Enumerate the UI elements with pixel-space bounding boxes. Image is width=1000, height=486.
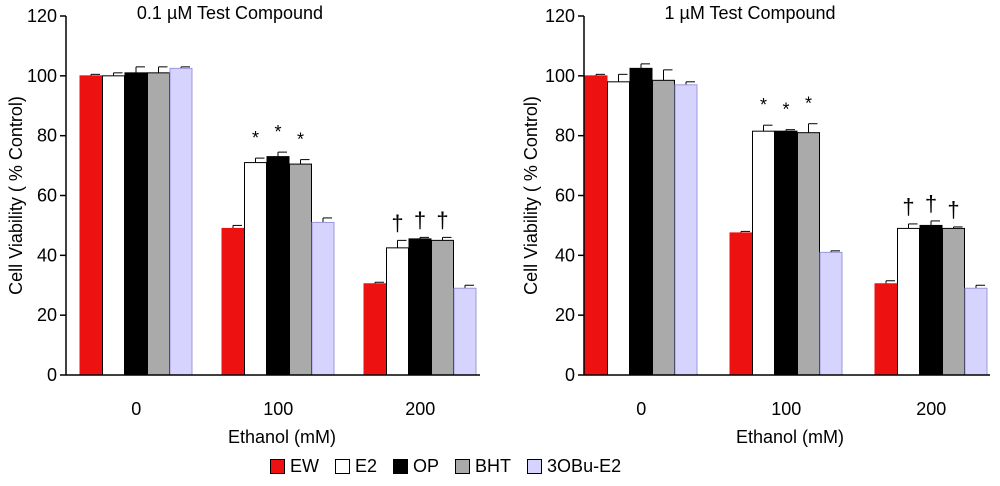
bar-3obu-e2-0: [169, 67, 193, 376]
bar-ew-0: [584, 75, 608, 376]
y-tick-label: 120: [545, 6, 575, 26]
significance-marker: *: [782, 100, 789, 120]
bar-e2-200: [386, 247, 409, 376]
legend-label-op: OP: [413, 455, 440, 476]
bar-ew-100: [729, 232, 753, 376]
x-axis-label: Ethanol (mM): [736, 427, 844, 447]
x-tick-label: 200: [405, 399, 435, 419]
bar-op-100: [774, 130, 798, 376]
legend-label-bht: BHT: [475, 455, 512, 476]
bar-bht-100: [797, 132, 820, 376]
legend-label-e2: E2: [355, 455, 378, 476]
bar-e2-0: [102, 75, 125, 376]
bar-bht-0: [147, 72, 170, 376]
bar-op-100: [266, 156, 290, 376]
chart-title: 1 µM Test Compound: [664, 3, 835, 23]
bar-op-0: [629, 67, 653, 376]
legend-item-ew: EW: [270, 456, 319, 477]
x-tick-label: 0: [636, 399, 646, 419]
bar-bht-0: [652, 79, 675, 376]
chart-panel-2: 1 µM Test Compound 0 20 40 60 80 100 120 Cell Vi…: [521, 3, 990, 447]
bar-ew-200: [874, 283, 898, 376]
y-tick-label: 20: [555, 305, 575, 325]
chart-panel-1: 0.1 µM Test Compound 0 20 40 60 80 100 120 Cell …: [6, 3, 480, 447]
bar-e2-100: [752, 130, 775, 376]
bar-ew-200: [363, 283, 387, 376]
y-tick-label: 80: [555, 126, 575, 146]
y-tick-label: 40: [37, 245, 57, 265]
significance-marker: †: [902, 194, 914, 219]
x-tick-label: 100: [771, 399, 801, 419]
x-axis-label: Ethanol (mM): [228, 427, 336, 447]
significance-marker: †: [925, 191, 937, 216]
bar-3obu-e2-100: [311, 221, 335, 376]
legend-item-op: OP: [393, 456, 439, 477]
significance-marker: †: [436, 207, 448, 232]
legend-swatch-op: [393, 458, 409, 474]
y-tick-label: 100: [27, 66, 57, 86]
legend-swatch-bht: [455, 458, 471, 474]
bar-bht-200: [431, 239, 454, 376]
significance-marker: *: [274, 122, 281, 142]
legend-item-3obu-e2: 3OBu-E2: [527, 456, 621, 477]
significance-marker: †: [414, 207, 426, 232]
x-tick-label: 0: [131, 399, 141, 419]
bar-op-200: [919, 224, 943, 376]
y-axis-label: Cell Viability ( % Control): [521, 96, 541, 295]
bar-bht-100: [289, 163, 312, 376]
y-tick-label: 0: [565, 365, 575, 385]
bar-3obu-e2-0: [674, 84, 698, 376]
significance-marker: †: [947, 197, 959, 222]
y-tick-label: 40: [555, 245, 575, 265]
y-tick-label: 60: [555, 186, 575, 206]
legend-item-bht: BHT: [455, 456, 511, 477]
bar-3obu-e2-100: [819, 251, 843, 376]
bar-e2-0: [607, 81, 630, 376]
bar-3obu-e2-200: [964, 287, 988, 376]
legend-label-ew: EW: [290, 455, 319, 476]
legend-swatch-e2: [335, 458, 350, 474]
significance-marker: *: [760, 95, 767, 115]
bar-bht-200: [942, 227, 965, 376]
significance-marker: †: [391, 210, 403, 235]
bar-3obu-e2-200: [453, 287, 477, 376]
y-tick-label: 100: [545, 66, 575, 86]
bar-ew-100: [221, 227, 245, 376]
x-tick-label: 100: [263, 399, 293, 419]
bar-op-0: [124, 72, 148, 376]
significance-marker: *: [805, 94, 812, 114]
bar-op-200: [408, 238, 432, 376]
y-tick-label: 80: [37, 126, 57, 146]
y-tick-label: 20: [37, 305, 57, 325]
bar-e2-200: [897, 227, 920, 376]
y-tick-label: 120: [27, 6, 57, 26]
y-tick-label: 0: [47, 365, 57, 385]
significance-marker: *: [252, 128, 259, 148]
bar-ew-0: [79, 75, 103, 376]
y-axis-label: Cell Viability ( % Control): [6, 96, 26, 295]
bar-e2-100: [244, 162, 267, 376]
chart-title: 0.1 µM Test Compound: [137, 3, 323, 23]
legend-swatch-ew: [270, 458, 285, 474]
legend-swatch-3obu-e2: [527, 458, 543, 474]
legend-label-3obu-e2: 3OBu-E2: [547, 455, 622, 476]
significance-marker: *: [297, 130, 304, 150]
legend-item-e2: E2: [335, 456, 377, 477]
legend: EW E2 OP BHT 3OBu-E2: [270, 452, 637, 480]
x-tick-label: 200: [916, 399, 946, 419]
y-tick-label: 60: [37, 186, 57, 206]
